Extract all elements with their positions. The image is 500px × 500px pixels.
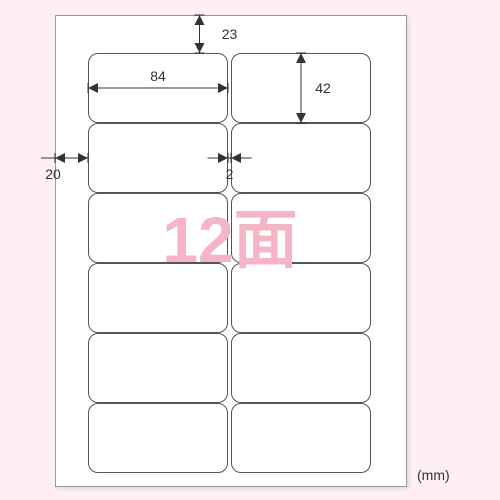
stage: 23 84 42 20 2 12面 (mm) [0, 0, 500, 500]
unit-label: (mm) [417, 467, 450, 483]
dim-left-margin: 20 [45, 166, 61, 182]
dim-label-width: 84 [150, 68, 166, 84]
dim-label-height: 42 [315, 80, 331, 96]
dim-col-gap: 2 [226, 166, 234, 182]
center-title: 12面 [162, 189, 297, 281]
dim-top-margin: 23 [222, 26, 238, 42]
